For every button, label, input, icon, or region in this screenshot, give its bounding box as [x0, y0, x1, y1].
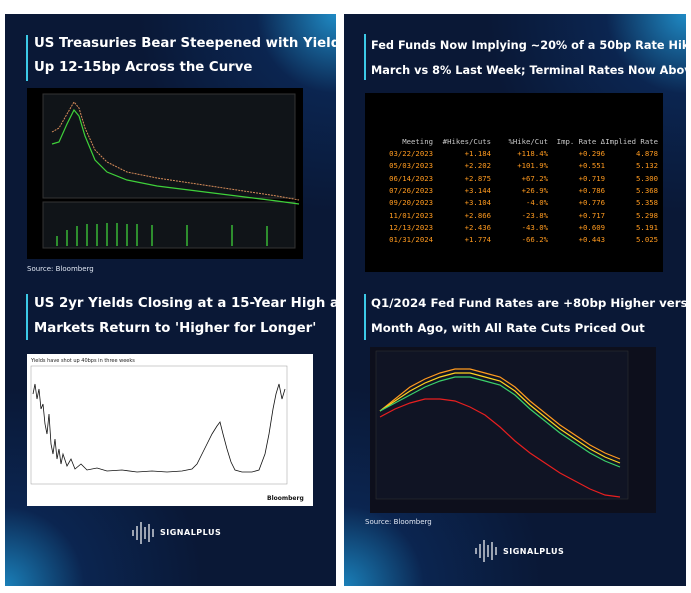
- table-cell: 01/31/2024: [389, 235, 433, 245]
- table-cell: +2.866: [464, 210, 491, 220]
- chart-brand: Bloomberg: [267, 495, 304, 502]
- table-cell: 5.025: [636, 235, 658, 245]
- title: March vs 8% Last Week; Terminal Rates No…: [371, 64, 686, 77]
- title: US 2yr Yields Closing at a 15-Year High …: [34, 296, 336, 311]
- chart-image: [370, 347, 656, 513]
- table-cell: +101.9%: [517, 161, 548, 171]
- table-cell: +26.9%: [521, 185, 548, 195]
- table-cell: +3.104: [464, 198, 491, 208]
- table-cell: -66.2%: [521, 235, 548, 245]
- accent: [364, 294, 366, 340]
- chart-image: Yields have shot up 40bps in three weeks…: [27, 354, 313, 506]
- table-header: #Hikes/Cuts: [442, 137, 491, 146]
- left-panel: US Treasuries Bear Steepened with Yields…: [5, 14, 336, 586]
- table-cell: 12/13/2023: [389, 222, 433, 232]
- table-cell: +0.609: [578, 222, 605, 232]
- table-cell: +0.776: [578, 198, 605, 208]
- accent: [26, 35, 28, 81]
- table-cell: 5.132: [636, 161, 658, 171]
- title: Q1/2024 Fed Fund Rates are +80bp Higher …: [371, 296, 686, 310]
- table-cell: +0.443: [578, 235, 605, 245]
- table-cell: 5.191: [636, 222, 658, 232]
- table-cell: 5.300: [636, 173, 658, 183]
- table-cell: +0.296: [578, 149, 605, 158]
- table-cell: 5.368: [636, 185, 658, 195]
- table-cell: +1.774: [464, 235, 491, 245]
- table-cell: 07/26/2023: [389, 185, 433, 195]
- title: Up 12-15bp Across the Curve: [34, 60, 253, 75]
- rate-table: Meeting #Hikes/Cuts %Hike/Cut Imp. Rate Δ Im…: [365, 93, 663, 272]
- logo-icon: [475, 540, 497, 562]
- logo: SIGNALPLUS: [503, 547, 565, 556]
- source: Source: Bloomberg: [365, 518, 432, 526]
- table-cell: +2.875: [464, 173, 491, 183]
- table-header: Implied Rate: [605, 137, 658, 146]
- title: Fed Funds Now Implying ~20% of a 50bp Ra…: [371, 39, 686, 52]
- table-header: Meeting: [402, 137, 433, 146]
- table-header: Imp. Rate Δ: [556, 137, 605, 146]
- table-cell: 06/14/2023: [389, 173, 433, 183]
- title: Month Ago, with All Rate Cuts Priced Out: [371, 321, 645, 335]
- accent: [26, 294, 28, 340]
- accent: [364, 34, 366, 80]
- table-cell: +0.786: [578, 185, 605, 195]
- table-cell: -4.0%: [526, 198, 548, 208]
- table-header: %Hike/Cut: [508, 137, 548, 146]
- table-cell: +1.184: [464, 149, 491, 158]
- right-panel: Fed Funds Now Implying ~20% of a 50bp Ra…: [344, 14, 686, 586]
- chart-caption: Yields have shot up 40bps in three weeks: [30, 358, 135, 364]
- table-cell: +118.4%: [517, 149, 548, 158]
- table-cell: 5.358: [636, 198, 658, 208]
- chart-image: [27, 88, 303, 259]
- table-cell: +67.2%: [521, 173, 548, 183]
- title: Markets Return to 'Higher for Longer': [34, 321, 317, 336]
- logo-icon: [132, 522, 154, 544]
- table-cell: +0.719: [578, 173, 605, 183]
- table-cell: -43.0%: [521, 222, 548, 232]
- table-cell: +3.144: [464, 185, 491, 195]
- source: Source: Bloomberg: [27, 265, 94, 273]
- table-cell: 5.298: [636, 210, 658, 220]
- table-cell: -23.8%: [521, 210, 548, 220]
- table-cell: 11/01/2023: [389, 210, 433, 220]
- table-cell: +0.551: [578, 161, 605, 171]
- table-cell: +2.202: [464, 161, 491, 171]
- table-cell: 09/20/2023: [389, 198, 433, 208]
- table-cell: 05/03/2023: [389, 161, 433, 171]
- table-cell: 03/22/2023: [389, 149, 433, 158]
- title: US Treasuries Bear Steepened with Yields: [34, 36, 336, 51]
- table-cell: 4.878: [636, 149, 658, 158]
- logo: SIGNALPLUS: [160, 528, 222, 537]
- table-cell: +0.717: [578, 210, 605, 220]
- table-cell: +2.436: [464, 222, 491, 232]
